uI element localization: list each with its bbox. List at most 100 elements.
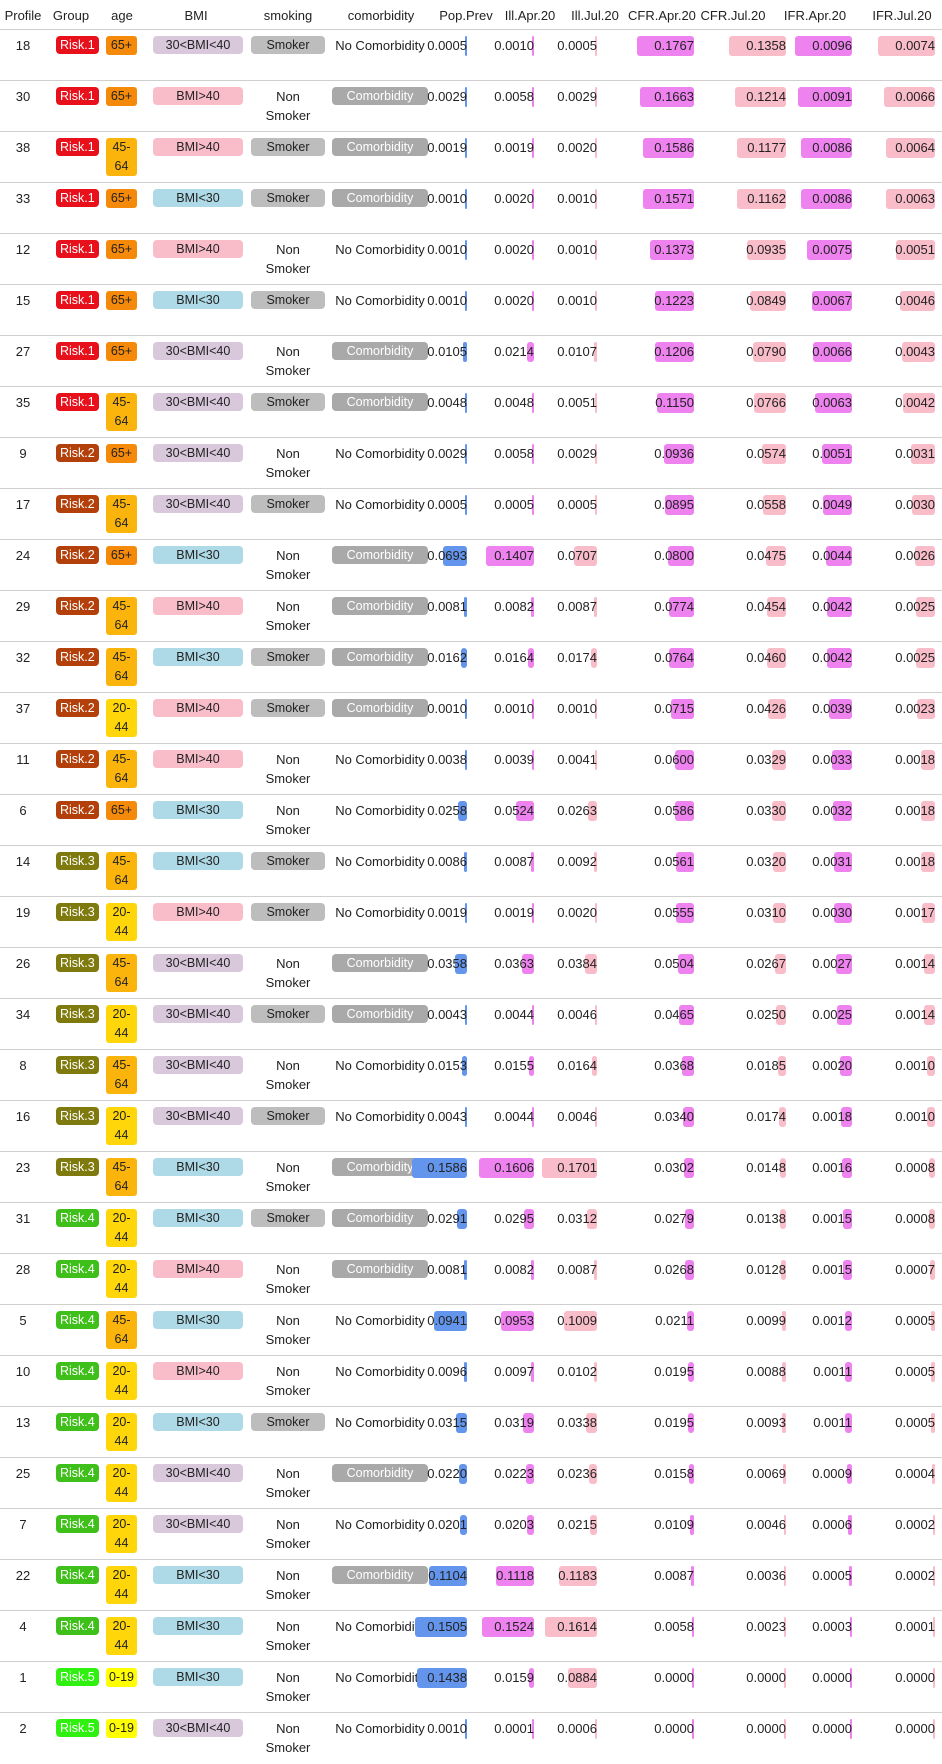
profile-id: 6 — [19, 803, 27, 818]
ifr-apr-cell: 0.0011 — [792, 1362, 852, 1382]
ifr-jul-bar — [903, 393, 935, 413]
cfr-jul-cell: 0.0036 — [726, 1566, 786, 1586]
bmi-badge: 30<BMI<40 — [153, 1515, 243, 1533]
pop-bar — [465, 138, 467, 158]
cfr-jul-value: 0.0069 — [746, 1466, 786, 1481]
cfr-jul-value: 0.0267 — [746, 956, 786, 971]
ifr-apr-bar — [845, 1311, 852, 1331]
ill-apr-bar — [527, 1515, 534, 1535]
ifr-jul-value: 0.0000 — [895, 1670, 935, 1685]
bmi-badge: 30<BMI<40 — [153, 1005, 243, 1023]
ill-jul-value: 0.0215 — [557, 1517, 597, 1532]
cfr-jul-cell: 0.0185 — [726, 1056, 786, 1076]
cfr-jul-value: 0.0099 — [746, 1313, 786, 1328]
column-header-smoking[interactable]: smoking — [263, 8, 313, 23]
column-header-ill-apr-20[interactable]: Ill.Apr.20 — [504, 8, 556, 23]
ifr-jul-cell: 0.0023 — [875, 699, 935, 719]
group-cell: Risk.1 — [56, 189, 99, 207]
cfr-jul-bar — [766, 546, 786, 566]
pop-cell: 0.0010 — [407, 699, 467, 719]
bmi-badge: 30<BMI<40 — [153, 444, 243, 462]
smoking-cell: Smoker — [251, 1209, 325, 1227]
smoking-cell: Non Smoker — [251, 1158, 325, 1196]
cfr-apr-bar — [671, 699, 694, 719]
table-row: 25 Risk.4 20-44 30<BMI<40 Non Smoker Comorbid… — [0, 1457, 942, 1509]
comorbidity-cell: No Comorbidity — [332, 1362, 428, 1381]
ill-apr-cell: 0.0019 — [474, 138, 534, 158]
ill-apr-value: 0.1407 — [494, 548, 534, 563]
column-header-cfr-apr-20[interactable]: CFR.Apr.20 — [628, 8, 696, 23]
column-header-pop-prev[interactable]: Pop.Prev — [439, 8, 493, 23]
cfr-apr-value: 0.1586 — [654, 140, 694, 155]
cfr-apr-value: 0.0302 — [654, 1160, 694, 1175]
cfr-apr-bar — [676, 903, 694, 923]
cfr-apr-cell: 0.0211 — [634, 1311, 694, 1331]
bmi-badge: BMI<30 — [153, 189, 243, 207]
ifr-jul-bar — [900, 291, 935, 311]
ill-jul-bar — [595, 240, 597, 260]
comorbidity-badge: Comorbidity — [332, 1464, 428, 1482]
ifr-apr-cell: 0.0044 — [792, 546, 852, 566]
group-badge: Risk.3 — [56, 1056, 99, 1074]
cfr-jul-cell: 0.0088 — [726, 1362, 786, 1382]
ifr-jul-bar — [927, 1056, 935, 1076]
comorbidity-badge: Comorbidity — [332, 87, 428, 105]
comorbidity-badge: Comorbidity — [332, 138, 428, 156]
column-header-age[interactable]: age — [111, 8, 133, 23]
pop-bar — [456, 1413, 467, 1433]
cfr-apr-value: 0.0000 — [654, 1721, 694, 1736]
ill-jul-cell: 0.0005 — [537, 36, 597, 56]
smoker-badge: Smoker — [251, 393, 325, 411]
ill-apr-bar — [524, 1209, 534, 1229]
column-header-cfr-jul-20[interactable]: CFR.Jul.20 — [700, 8, 766, 23]
ill-jul-cell: 0.0707 — [537, 546, 597, 566]
comorbidity-cell: Comorbidity — [332, 546, 428, 564]
ill-apr-bar — [527, 342, 534, 362]
profile-id: 29 — [15, 599, 31, 614]
ill-apr-value: 0.0097 — [494, 1364, 534, 1379]
ill-jul-cell: 0.0174 — [537, 648, 597, 668]
column-header-bmi[interactable]: BMI — [184, 8, 208, 23]
cfr-apr-bar — [643, 138, 694, 158]
smoker-badge: Smoker — [251, 138, 325, 156]
ifr-jul-bar — [931, 1362, 935, 1382]
ifr-apr-cell: 0.0003 — [792, 1617, 852, 1637]
group-badge: Risk.4 — [56, 1209, 99, 1227]
cfr-apr-cell: 0.0586 — [634, 801, 694, 821]
column-header-ifr-apr-20[interactable]: IFR.Apr.20 — [783, 8, 847, 23]
age-cell: 65+ — [106, 291, 137, 310]
cfr-jul-value: 0.1162 — [747, 191, 786, 206]
ifr-jul-bar — [911, 444, 935, 464]
comorbidity-badge: Comorbidity — [332, 1158, 428, 1176]
ifr-apr-bar — [834, 852, 852, 872]
column-header-group[interactable]: Group — [52, 8, 90, 23]
ill-apr-value: 0.0087 — [494, 854, 534, 869]
group-cell: Risk.5 — [56, 1668, 99, 1686]
bmi-cell: 30<BMI<40 — [153, 495, 243, 513]
cfr-apr-value: 0.0800 — [654, 548, 694, 563]
profile-id: 22 — [15, 1568, 31, 1583]
column-header-ifr-jul-20[interactable]: IFR.Jul.20 — [872, 8, 932, 23]
smoker-badge: Smoker — [251, 699, 325, 717]
ill-jul-value: 0.0010 — [557, 701, 597, 716]
non-smoker-label: Non Smoker — [265, 1262, 311, 1296]
ifr-apr-bar — [841, 1107, 852, 1127]
column-header-comorbidity[interactable]: comorbidity — [347, 8, 415, 23]
ifr-jul-bar — [917, 699, 935, 719]
cfr-apr-cell: 0.0279 — [634, 1209, 694, 1229]
table-row: 24 Risk.2 65+ BMI<30 Non Smoker Comorbidity 0.… — [0, 539, 942, 591]
cfr-jul-bar — [747, 240, 786, 260]
ill-jul-cell: 0.1614 — [537, 1617, 597, 1637]
ill-apr-value: 0.1118 — [496, 1568, 534, 1583]
bmi-badge: BMI<30 — [153, 648, 243, 666]
ifr-jul-bar — [933, 1668, 935, 1688]
pop-cell: 0.0010 — [407, 1719, 467, 1739]
ifr-apr-bar — [826, 546, 852, 566]
ifr-apr-cell: 0.0051 — [792, 444, 852, 464]
column-header-ill-jul-20[interactable]: Ill.Jul.20 — [571, 8, 619, 23]
ill-jul-bar — [594, 342, 597, 362]
ill-apr-bar — [482, 1617, 534, 1637]
cfr-jul-bar — [776, 1005, 786, 1025]
profile-id: 14 — [15, 854, 31, 869]
column-header-profile[interactable]: Profile — [4, 8, 42, 23]
